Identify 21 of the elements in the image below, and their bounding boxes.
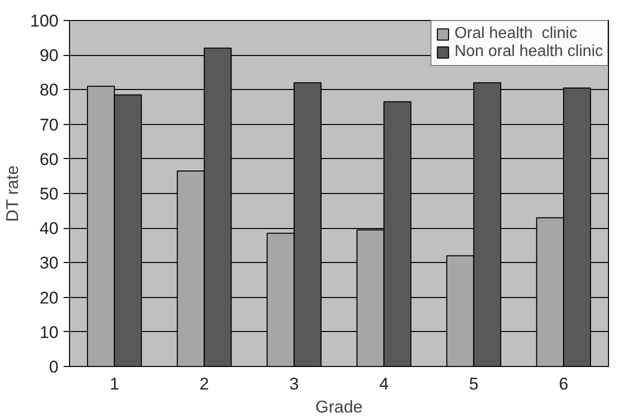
legend-label: Oral health clinic	[454, 25, 578, 43]
x-tick-label: 2	[200, 374, 209, 394]
x-tick-label: 6	[558, 374, 568, 394]
x-tick-label: 3	[289, 374, 299, 394]
y-tick-label: 70	[40, 115, 59, 134]
y-tick-label: 50	[40, 184, 59, 204]
legend-label: Non oral health clinic	[454, 43, 603, 61]
x-tick-label: 4	[379, 374, 389, 394]
y-tick-label: 30	[40, 254, 59, 273]
y-tick-label: 60	[40, 150, 59, 169]
y-tick-label: 40	[40, 219, 59, 238]
y-tick-label: 90	[40, 46, 59, 66]
x-axis-title: Grade	[315, 398, 363, 416]
y-tick-label: 10	[40, 322, 59, 342]
x-tick-label: 1	[110, 374, 120, 394]
y-tick-label: 0	[49, 358, 59, 376]
x-tick-label: 5	[469, 374, 478, 394]
y-tick-label: 20	[40, 288, 59, 308]
y-tick-label: 100	[30, 12, 59, 30]
y-tick-label: 80	[40, 80, 59, 100]
y-axis-title: DT rate	[3, 165, 22, 222]
